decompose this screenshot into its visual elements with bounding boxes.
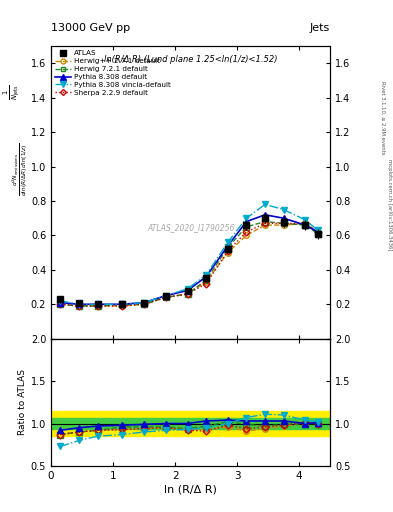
Text: Rivet 3.1.10, ≥ 2.9M events: Rivet 3.1.10, ≥ 2.9M events [381, 81, 386, 155]
X-axis label: ln (R/Δ R): ln (R/Δ R) [164, 485, 217, 495]
Text: 13000 GeV pp: 13000 GeV pp [51, 23, 130, 33]
Text: $\frac{d^2 N_\mathrm{emissions}}{d\ln(R/\Delta R)\,d\ln(1/z)}$: $\frac{d^2 N_\mathrm{emissions}}{d\ln(R/… [10, 142, 29, 196]
Text: ln(R/Δ R) (Lund plane 1.25<ln(1/z)<1.52): ln(R/Δ R) (Lund plane 1.25<ln(1/z)<1.52) [104, 55, 277, 64]
Y-axis label: Ratio to ATLAS: Ratio to ATLAS [18, 369, 27, 435]
Text: ATLAS_2020_I1790256: ATLAS_2020_I1790256 [147, 223, 234, 232]
Text: mcplots.cern.ch [arXiv:1306.3436]: mcplots.cern.ch [arXiv:1306.3436] [387, 159, 391, 250]
Text: $\frac{1}{N_\mathrm{jets}}$: $\frac{1}{N_\mathrm{jets}}$ [2, 84, 22, 100]
Text: Jets: Jets [310, 23, 330, 33]
Legend: ATLAS, Herwig++ 2.7.1 default, Herwig 7.2.1 default, Pythia 8.308 default, Pythi: ATLAS, Herwig++ 2.7.1 default, Herwig 7.… [54, 49, 173, 97]
